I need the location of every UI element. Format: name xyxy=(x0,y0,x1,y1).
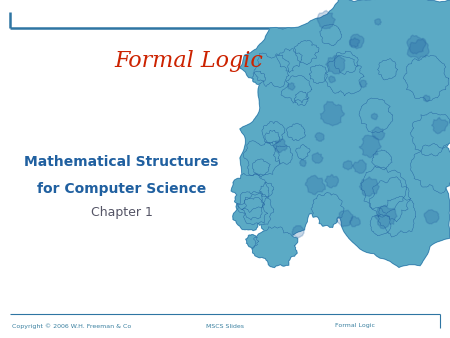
Polygon shape xyxy=(326,55,345,74)
Polygon shape xyxy=(276,49,302,73)
Polygon shape xyxy=(265,130,280,145)
Polygon shape xyxy=(320,101,344,126)
Polygon shape xyxy=(315,132,324,141)
Polygon shape xyxy=(240,0,450,267)
Polygon shape xyxy=(361,166,407,213)
Polygon shape xyxy=(262,121,285,143)
Polygon shape xyxy=(349,34,364,49)
Polygon shape xyxy=(424,210,439,224)
Polygon shape xyxy=(334,51,358,74)
Polygon shape xyxy=(311,192,344,227)
Polygon shape xyxy=(370,214,391,236)
Polygon shape xyxy=(371,113,378,120)
Polygon shape xyxy=(359,98,393,132)
Polygon shape xyxy=(320,24,342,46)
Polygon shape xyxy=(238,191,265,220)
Text: Copyright © 2006 W.H. Freeman & Co: Copyright © 2006 W.H. Freeman & Co xyxy=(12,323,131,329)
Text: Formal Logic: Formal Logic xyxy=(115,50,263,72)
Polygon shape xyxy=(231,173,269,213)
Polygon shape xyxy=(372,127,385,140)
Polygon shape xyxy=(353,160,366,173)
Polygon shape xyxy=(403,55,449,101)
Polygon shape xyxy=(254,53,289,87)
Polygon shape xyxy=(296,144,310,160)
Polygon shape xyxy=(410,112,450,156)
Text: for Computer Science: for Computer Science xyxy=(37,182,206,196)
Polygon shape xyxy=(312,152,323,163)
Polygon shape xyxy=(378,59,397,80)
Text: Chapter 1: Chapter 1 xyxy=(90,207,153,219)
Polygon shape xyxy=(407,35,426,54)
Polygon shape xyxy=(233,197,267,231)
Polygon shape xyxy=(337,210,353,226)
Polygon shape xyxy=(260,182,274,197)
Polygon shape xyxy=(288,83,295,90)
Polygon shape xyxy=(306,175,325,195)
Polygon shape xyxy=(375,19,381,25)
Polygon shape xyxy=(286,123,306,141)
Polygon shape xyxy=(294,91,308,106)
Polygon shape xyxy=(360,177,379,196)
Polygon shape xyxy=(350,38,360,48)
Polygon shape xyxy=(309,65,327,84)
Polygon shape xyxy=(359,135,381,158)
Polygon shape xyxy=(432,118,448,134)
Polygon shape xyxy=(300,160,306,166)
Polygon shape xyxy=(407,39,429,60)
Polygon shape xyxy=(410,143,450,193)
Polygon shape xyxy=(374,205,397,229)
Polygon shape xyxy=(324,55,364,96)
Polygon shape xyxy=(274,139,287,152)
Polygon shape xyxy=(369,177,411,222)
Polygon shape xyxy=(294,40,319,65)
Polygon shape xyxy=(343,161,353,170)
Polygon shape xyxy=(350,216,360,227)
Polygon shape xyxy=(328,76,335,82)
Polygon shape xyxy=(246,235,259,248)
Polygon shape xyxy=(292,226,304,238)
Polygon shape xyxy=(252,226,297,267)
Polygon shape xyxy=(317,10,335,29)
Text: Mathematical Structures: Mathematical Structures xyxy=(24,155,219,169)
Polygon shape xyxy=(252,159,270,175)
Polygon shape xyxy=(372,150,392,170)
Polygon shape xyxy=(243,141,279,177)
Polygon shape xyxy=(325,174,338,188)
Polygon shape xyxy=(378,196,416,237)
Text: MSCS Slides: MSCS Slides xyxy=(206,323,244,329)
Polygon shape xyxy=(242,193,274,225)
Polygon shape xyxy=(252,71,266,84)
Polygon shape xyxy=(360,80,367,88)
Polygon shape xyxy=(281,75,312,103)
Polygon shape xyxy=(423,95,430,102)
Polygon shape xyxy=(273,146,292,164)
Text: Formal Logic: Formal Logic xyxy=(335,323,375,329)
